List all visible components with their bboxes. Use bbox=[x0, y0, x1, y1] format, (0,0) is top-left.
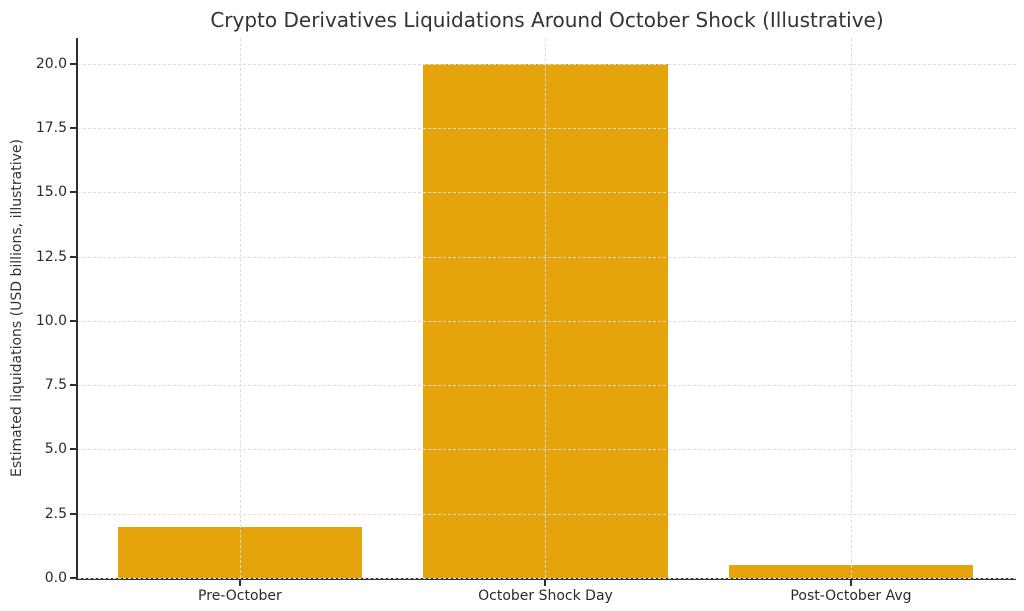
y-gridline bbox=[78, 449, 1016, 451]
y-gridline bbox=[78, 578, 1016, 579]
plot-area: 0.0 2.5 5.0 7.5 10.0 12.5 15.0 17.5 20.0 Pre-Octo… bbox=[36, 38, 1016, 604]
y-tick-mark bbox=[70, 448, 76, 451]
y-tick-label: 5.0 bbox=[44, 441, 67, 458]
y-tick-mark bbox=[70, 319, 76, 322]
x-axis-spine bbox=[76, 578, 1016, 580]
x-gridline bbox=[545, 38, 547, 578]
y-tick-mark bbox=[70, 255, 76, 258]
y-gridline bbox=[78, 385, 1016, 387]
y-gridline bbox=[78, 256, 1016, 258]
x-tick-label-october-shock-day: October Shock Day bbox=[478, 588, 613, 604]
y-tick-mark bbox=[70, 384, 76, 387]
y-gridline bbox=[78, 128, 1016, 129]
y-gridline bbox=[78, 63, 1016, 65]
x-tick-label-pre-october: Pre-October bbox=[198, 588, 282, 604]
chart-title: Crypto Derivatives Liquidations Around O… bbox=[210, 8, 884, 32]
y-gridline bbox=[78, 320, 1016, 322]
x-gridline bbox=[239, 38, 241, 578]
y-tick-mark bbox=[70, 512, 76, 515]
y-gridline bbox=[78, 513, 1016, 515]
y-gridline bbox=[78, 192, 1016, 194]
x-tick-label-post-october-avg: Post-October Avg bbox=[790, 588, 912, 604]
y-tick-label: 15.0 bbox=[35, 184, 67, 201]
y-tick-label: 0.0 bbox=[44, 570, 67, 586]
y-tick-label: 12.5 bbox=[35, 248, 67, 265]
y-tick-mark bbox=[70, 62, 76, 65]
y-tick-label: 17.5 bbox=[35, 120, 67, 136]
bar-post-october-avg bbox=[728, 565, 974, 578]
x-gridline bbox=[851, 38, 852, 578]
y-tick-label: 10.0 bbox=[35, 312, 67, 329]
y-tick-mark bbox=[70, 127, 76, 129]
y-tick-mark bbox=[70, 191, 76, 194]
y-tick-mark bbox=[70, 577, 76, 579]
y-axis-spine bbox=[76, 38, 78, 580]
y-axis-label: Estimated liquidations (USD billions, il… bbox=[9, 139, 25, 477]
x-tick-mark bbox=[850, 580, 852, 586]
y-tick-label: 20.0 bbox=[35, 55, 67, 72]
y-tick-label: 7.5 bbox=[44, 377, 67, 394]
x-tick-mark bbox=[544, 580, 547, 586]
y-tick-label: 2.5 bbox=[44, 505, 67, 522]
x-tick-mark bbox=[238, 580, 241, 586]
